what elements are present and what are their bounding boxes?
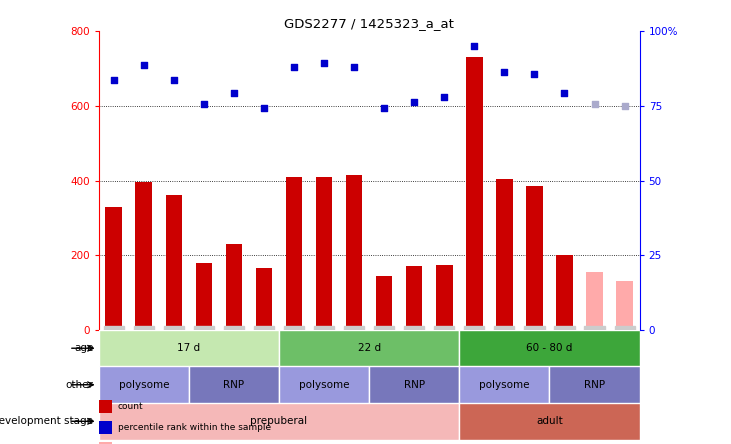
Point [198, 100, 210, 107]
Point [379, 104, 390, 111]
Bar [346, 175, 363, 330]
Point [288, 63, 300, 70]
Bar [165, 195, 182, 330]
Bar [526, 186, 542, 330]
Point [168, 76, 180, 83]
Point [529, 71, 540, 78]
Bar [189, 366, 279, 403]
Bar [105, 206, 122, 330]
Text: RNP: RNP [404, 380, 425, 390]
Bar [556, 255, 573, 330]
Bar [496, 178, 512, 330]
Bar [135, 182, 152, 330]
Text: polysome: polysome [299, 380, 349, 390]
Point [439, 93, 450, 100]
Bar [459, 330, 640, 366]
Text: adult: adult [536, 416, 563, 426]
Bar [226, 244, 242, 330]
Bar [196, 263, 212, 330]
Text: development stage: development stage [0, 416, 94, 426]
Point [499, 68, 510, 75]
Bar [406, 266, 423, 330]
Text: 17 d: 17 d [178, 343, 200, 353]
Point [469, 43, 480, 50]
Bar [286, 177, 303, 330]
Text: count: count [118, 402, 143, 411]
Text: 22 d: 22 d [357, 343, 381, 353]
Point [348, 63, 360, 70]
Bar [99, 330, 279, 366]
Text: 60 - 80 d: 60 - 80 d [526, 343, 572, 353]
Bar [316, 177, 333, 330]
Point [108, 76, 120, 83]
Point [588, 100, 600, 107]
Text: other: other [65, 380, 94, 390]
Bar [376, 276, 393, 330]
Text: RNP: RNP [224, 380, 244, 390]
Bar [586, 272, 603, 330]
Bar [466, 57, 482, 330]
Point [258, 104, 270, 111]
Title: GDS2277 / 1425323_a_at: GDS2277 / 1425323_a_at [284, 17, 454, 30]
Bar [279, 366, 369, 403]
Bar [99, 403, 459, 440]
Bar [459, 403, 640, 440]
Bar [279, 330, 459, 366]
Point [618, 102, 630, 109]
Point [138, 61, 150, 68]
Bar [616, 281, 633, 330]
Bar [99, 366, 189, 403]
Point [409, 99, 420, 106]
Text: polysome: polysome [118, 380, 169, 390]
Text: prepuberal: prepuberal [251, 416, 308, 426]
Text: RNP: RNP [584, 380, 605, 390]
Bar [256, 268, 272, 330]
Bar [436, 265, 452, 330]
Bar [369, 366, 459, 403]
Text: percentile rank within the sample: percentile rank within the sample [118, 423, 270, 432]
Point [228, 89, 240, 96]
Bar [459, 366, 550, 403]
Text: age: age [74, 343, 94, 353]
Point [318, 59, 330, 66]
Text: polysome: polysome [479, 380, 530, 390]
Bar [550, 366, 640, 403]
Point [558, 89, 570, 96]
